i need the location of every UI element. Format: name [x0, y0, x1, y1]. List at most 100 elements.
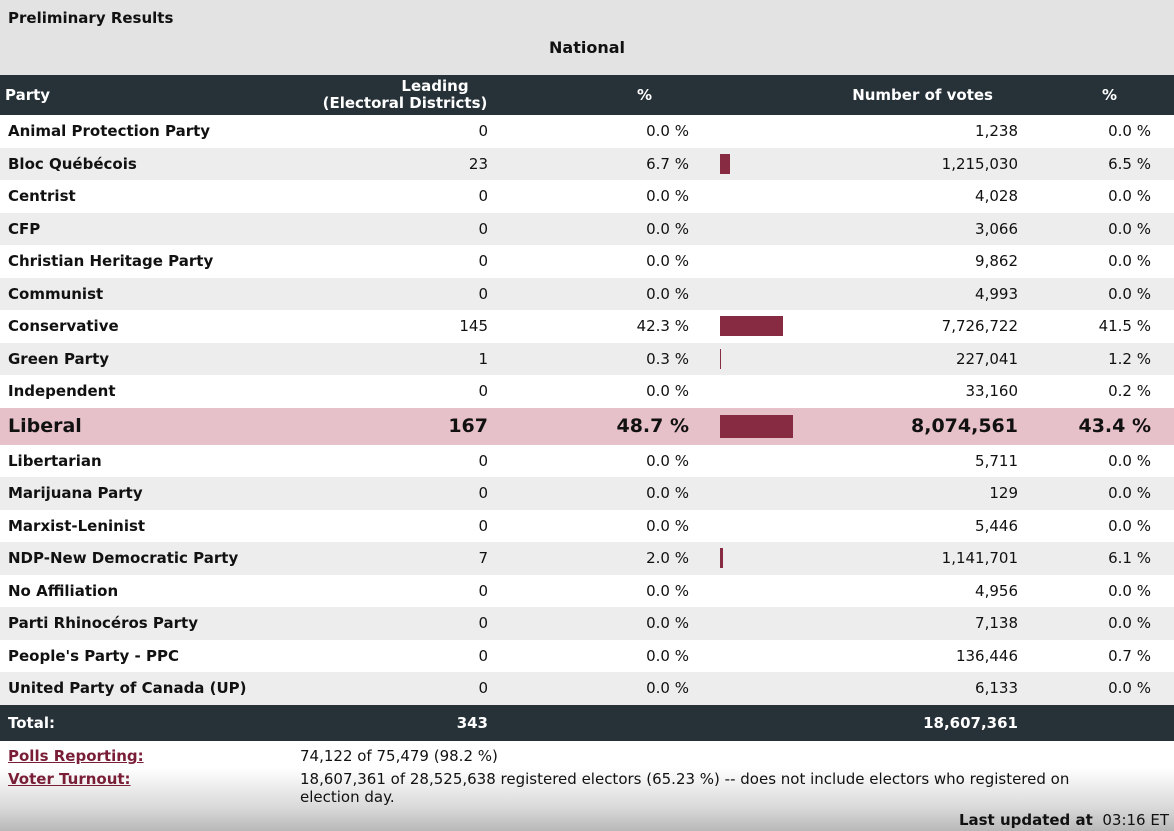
results-body: Animal Protection Party 0 0.0 % 1,238 0.0 % B…	[0, 115, 1174, 705]
leading-count: 167	[375, 407, 495, 445]
table-row: People's Party - PPC 0 0.0 % 136,446 0.7 %	[0, 639, 1174, 672]
leading-bar-cell	[695, 147, 805, 180]
table-row: Bloc Québécois 23 6.7 % 1,215,030 6.5 %	[0, 147, 1174, 180]
party-name: Marijuana Party	[0, 477, 375, 510]
vote-count: 227,041	[805, 342, 1023, 375]
vote-percent: 0.0 %	[1023, 444, 1174, 477]
vote-percent: 41.5 %	[1023, 310, 1174, 343]
table-row: Green Party 1 0.3 % 227,041 1.2 %	[0, 342, 1174, 375]
table-row: Liberal 167 48.7 % 8,074,561 43.4 %	[0, 407, 1174, 445]
party-name: Independent	[0, 375, 375, 408]
leading-count: 0	[375, 509, 495, 542]
leading-count: 1	[375, 342, 495, 375]
last-updated: Last updated at 03:16 ET	[959, 811, 1169, 829]
column-header-leading-line1: Leading	[401, 77, 469, 95]
voter-turnout-link[interactable]: Voter Turnout:	[8, 770, 131, 788]
results-footer: Polls Reporting: 74,122 of 75,479 (98.2 …	[0, 741, 1174, 831]
leading-percent: 0.0 %	[495, 509, 695, 542]
vote-count: 33,160	[805, 375, 1023, 408]
party-name: Marxist-Leninist	[0, 509, 375, 542]
leading-percent: 0.0 %	[495, 277, 695, 310]
leading-percent: 0.0 %	[495, 672, 695, 705]
table-row: No Affiliation 0 0.0 % 4,956 0.0 %	[0, 574, 1174, 607]
leading-percent: 0.3 %	[495, 342, 695, 375]
column-header-leading-line2: (Electoral Districts)	[322, 94, 488, 112]
last-updated-time: 03:16 ET	[1102, 811, 1169, 829]
leading-percent: 0.0 %	[495, 639, 695, 672]
party-name: Christian Heritage Party	[0, 245, 375, 278]
party-name: No Affiliation	[0, 574, 375, 607]
leading-percent: 0.0 %	[495, 115, 695, 148]
vote-count: 7,726,722	[805, 310, 1023, 343]
total-row: Total: 343 18,607,361	[0, 704, 1174, 741]
leading-percent: 0.0 %	[495, 245, 695, 278]
polls-reporting-value: 74,122 of 75,479 (98.2 %)	[300, 747, 498, 765]
vote-percent: 0.0 %	[1023, 607, 1174, 640]
table-row: Christian Heritage Party 0 0.0 % 9,862 0.0 %	[0, 245, 1174, 278]
last-updated-label: Last updated at	[958, 811, 1093, 829]
leading-percent: 0.0 %	[495, 477, 695, 510]
total-votes: 18,607,361	[805, 704, 1023, 741]
leading-percent: 48.7 %	[495, 407, 695, 445]
column-header-votes-pct: %	[1023, 75, 1174, 115]
party-name: CFP	[0, 212, 375, 245]
leading-count: 0	[375, 245, 495, 278]
leading-bar-cell	[695, 115, 805, 148]
party-name: NDP-New Democratic Party	[0, 542, 375, 575]
leading-percent: 0.0 %	[495, 212, 695, 245]
party-name: Conservative	[0, 310, 375, 343]
vote-percent: 0.0 %	[1023, 245, 1174, 278]
column-header-party: Party	[0, 75, 375, 115]
column-header-leading: Leading (Electoral Districts)	[323, 75, 495, 115]
table-row: United Party of Canada (UP) 0 0.0 % 6,133 0.…	[0, 672, 1174, 705]
total-leading: 343	[375, 704, 495, 741]
vote-percent: 0.2 %	[1023, 375, 1174, 408]
leading-percent: 2.0 %	[495, 542, 695, 575]
table-header-row: Party Leading (Electoral Districts) % Nu…	[0, 75, 1174, 115]
table-row: Marxist-Leninist 0 0.0 % 5,446 0.0 %	[0, 509, 1174, 542]
polls-reporting-link[interactable]: Polls Reporting:	[8, 747, 144, 765]
table-row: NDP-New Democratic Party 7 2.0 % 1,141,701 6…	[0, 542, 1174, 575]
vote-count: 6,133	[805, 672, 1023, 705]
vote-percent: 1.2 %	[1023, 342, 1174, 375]
leading-bar-cell	[695, 407, 805, 445]
table-row: Communist 0 0.0 % 4,993 0.0 %	[0, 277, 1174, 310]
leading-bar	[720, 153, 730, 174]
vote-percent: 0.7 %	[1023, 639, 1174, 672]
table-row: Marijuana Party 0 0.0 % 129 0.0 %	[0, 477, 1174, 510]
total-label: Total:	[0, 704, 375, 741]
vote-count: 1,141,701	[805, 542, 1023, 575]
leading-percent: 6.7 %	[495, 147, 695, 180]
leading-bar	[720, 348, 721, 369]
table-row: Conservative 145 42.3 % 7,726,722 41.5 %	[0, 310, 1174, 343]
table-row: Parti Rhinocéros Party 0 0.0 % 7,138 0.0 %	[0, 607, 1174, 640]
vote-percent: 0.0 %	[1023, 180, 1174, 213]
party-name: Animal Protection Party	[0, 115, 375, 148]
party-name: Bloc Québécois	[0, 147, 375, 180]
leading-bar-cell	[695, 672, 805, 705]
vote-percent: 0.0 %	[1023, 574, 1174, 607]
leading-count: 0	[375, 607, 495, 640]
column-header-votes: Number of votes	[805, 75, 1023, 115]
leading-count: 23	[375, 147, 495, 180]
leading-percent: 0.0 %	[495, 375, 695, 408]
vote-count: 5,711	[805, 444, 1023, 477]
party-name: Green Party	[0, 342, 375, 375]
leading-count: 7	[375, 542, 495, 575]
leading-percent: 0.0 %	[495, 607, 695, 640]
leading-count: 0	[375, 212, 495, 245]
vote-percent: 0.0 %	[1023, 115, 1174, 148]
leading-bar-cell	[695, 444, 805, 477]
vote-percent: 0.0 %	[1023, 212, 1174, 245]
leading-percent: 0.0 %	[495, 444, 695, 477]
vote-percent: 0.0 %	[1023, 277, 1174, 310]
vote-percent: 0.0 %	[1023, 672, 1174, 705]
leading-bar	[720, 316, 783, 337]
region-subtitle: National	[549, 38, 625, 57]
leading-count: 0	[375, 444, 495, 477]
leading-bar-cell	[695, 212, 805, 245]
page-title: Preliminary Results	[8, 9, 174, 27]
leading-percent: 0.0 %	[495, 180, 695, 213]
vote-count: 1,215,030	[805, 147, 1023, 180]
vote-count: 5,446	[805, 509, 1023, 542]
